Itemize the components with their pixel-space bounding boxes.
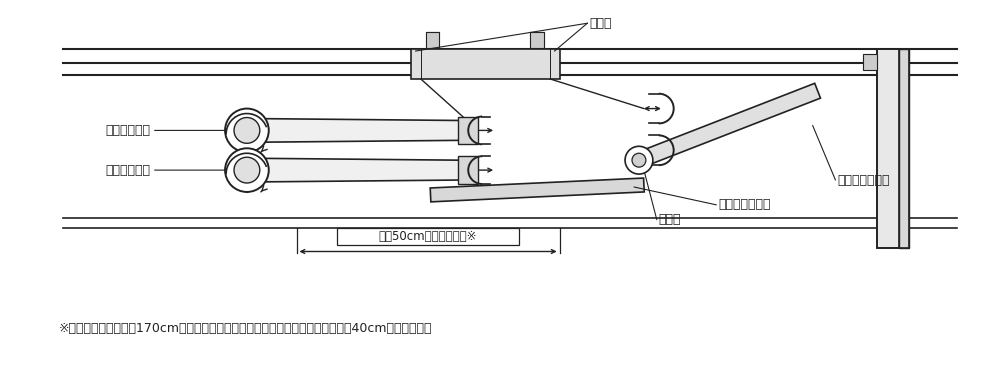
Circle shape	[632, 153, 646, 167]
Circle shape	[234, 118, 260, 143]
Bar	[458, 156, 478, 184]
Text: 上部シャフト: 上部シャフト	[106, 124, 151, 137]
Circle shape	[234, 157, 260, 183]
Bar	[863, 54, 877, 70]
Bar	[337, 228, 519, 245]
Polygon shape	[430, 178, 644, 202]
Text: 膝置きプレート: 膝置きプレート	[718, 198, 771, 211]
Bar	[899, 49, 909, 248]
Polygon shape	[636, 83, 820, 168]
Circle shape	[625, 146, 653, 174]
Text: 膝置きシャフト: 膝置きシャフト	[837, 174, 890, 186]
Bar	[877, 49, 909, 248]
Text: ※：参考として、身長170cmの場合、膝置きシャフトと下部シャフトの間隔は絀40cmになります。: ※：参考として、身長170cmの場合、膝置きシャフトと下部シャフトの間隔は絀40…	[58, 322, 432, 336]
Text: 調整幅: 調整幅	[589, 17, 612, 30]
Circle shape	[225, 108, 269, 152]
Text: カラー: カラー	[659, 213, 681, 226]
Bar	[458, 117, 478, 144]
Polygon shape	[247, 118, 460, 142]
Bar	[877, 49, 899, 248]
Bar	[530, 32, 544, 48]
Circle shape	[225, 148, 269, 192]
Text: 下部シャフト: 下部シャフト	[106, 164, 151, 176]
Text: 最大50cmまで調整可能※: 最大50cmまで調整可能※	[379, 230, 477, 243]
Bar	[426, 32, 439, 48]
Polygon shape	[247, 158, 460, 182]
Bar	[411, 49, 560, 79]
